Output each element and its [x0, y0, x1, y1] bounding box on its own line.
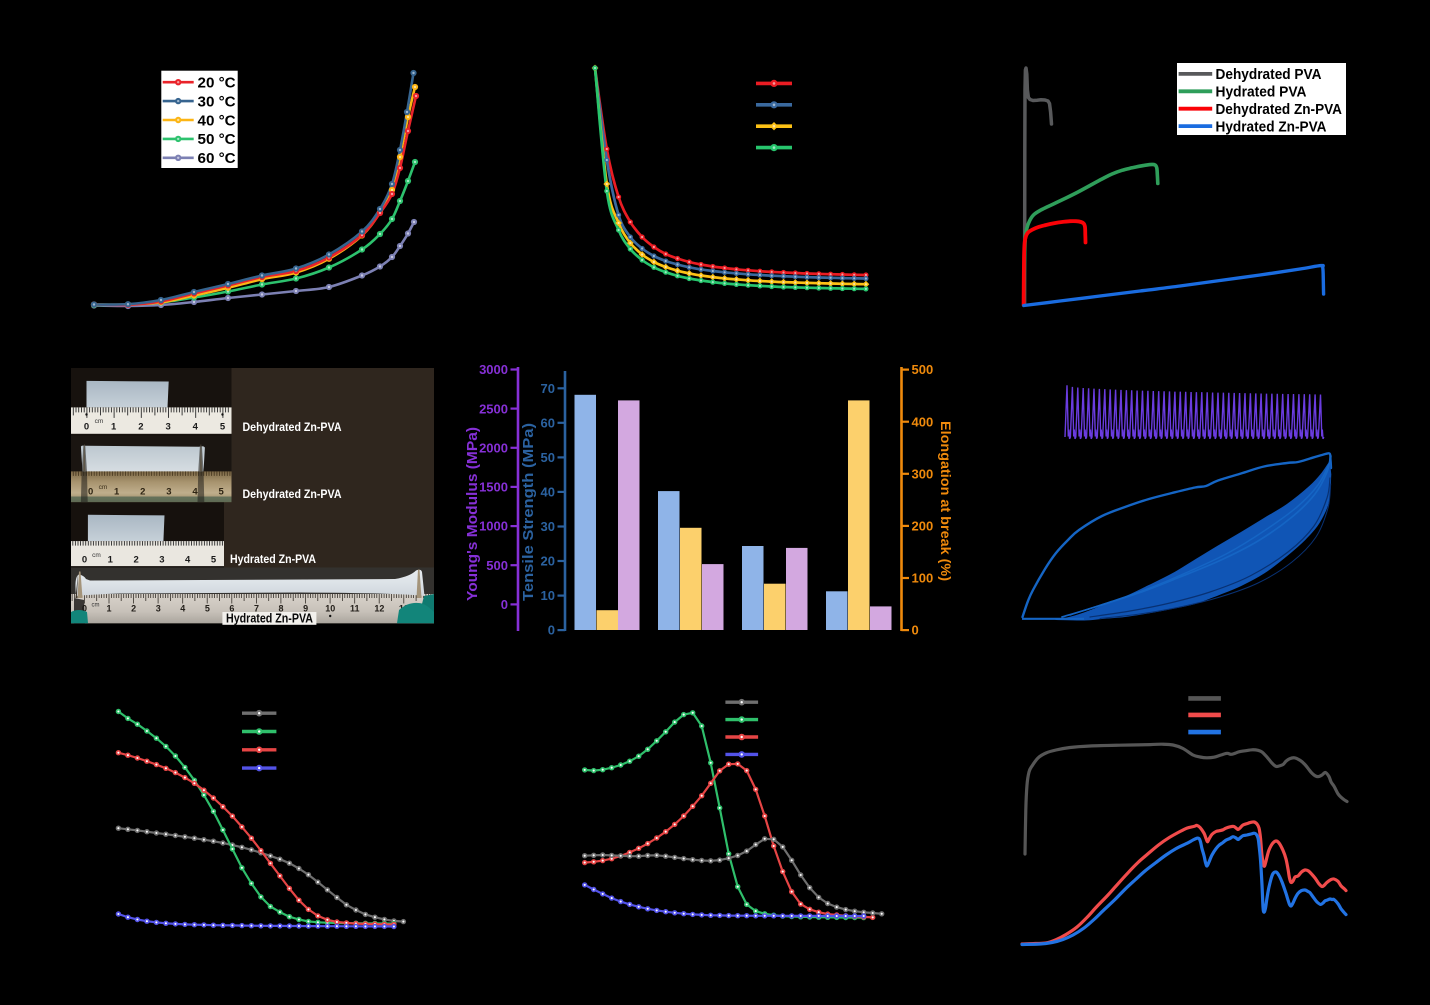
- svg-text:50 °C: 50 °C: [198, 131, 236, 148]
- svg-text:cm: cm: [99, 484, 108, 491]
- svg-text:4: 4: [185, 555, 191, 566]
- svg-text:10: 10: [541, 588, 555, 603]
- svg-text:5: 5: [205, 604, 210, 614]
- svg-text:2500: 2500: [479, 401, 508, 416]
- svg-text:7: 7: [254, 604, 259, 614]
- svg-text:2000: 2000: [479, 440, 508, 455]
- svg-text:1: 1: [111, 422, 117, 433]
- svg-text:1: 1: [114, 487, 120, 498]
- svg-text:10: 10: [325, 604, 335, 614]
- svg-text:Hydrated PVA: Hydrated PVA: [1216, 84, 1307, 101]
- svg-text:60 °C: 60 °C: [198, 150, 236, 167]
- svg-text:cm: cm: [95, 418, 104, 425]
- svg-text:Tensile Strength (MPa): Tensile Strength (MPa): [520, 423, 537, 601]
- svg-text:4: 4: [180, 604, 185, 614]
- svg-text:5: 5: [220, 422, 226, 433]
- svg-text:2: 2: [140, 487, 145, 498]
- svg-text:400: 400: [912, 414, 934, 429]
- svg-text:0: 0: [501, 597, 508, 612]
- svg-text:1000: 1000: [479, 519, 508, 534]
- svg-text:5: 5: [211, 555, 217, 566]
- svg-text:8: 8: [279, 604, 284, 614]
- svg-text:4: 4: [193, 422, 199, 433]
- svg-text:0: 0: [912, 623, 919, 638]
- svg-text:12: 12: [374, 604, 384, 614]
- svg-text:Dehydrated PVA: Dehydrated PVA: [1216, 66, 1322, 83]
- svg-text:Hydrated Zn-PVA: Hydrated Zn-PVA: [1216, 118, 1327, 135]
- svg-text:70: 70: [541, 381, 555, 396]
- svg-text:500: 500: [486, 558, 508, 573]
- svg-text:40 °C: 40 °C: [198, 112, 236, 129]
- svg-text:Hydrated Zn-PVA: Hydrated Zn-PVA: [230, 552, 316, 566]
- svg-text:20 °C: 20 °C: [198, 75, 236, 92]
- svg-text:0: 0: [88, 487, 93, 498]
- svg-text:0: 0: [82, 604, 87, 614]
- svg-text:30: 30: [541, 519, 555, 534]
- svg-text:3: 3: [165, 422, 170, 433]
- svg-text:9: 9: [303, 604, 308, 614]
- svg-text:30 °C: 30 °C: [198, 93, 236, 110]
- svg-text:0: 0: [548, 623, 555, 638]
- svg-text:60: 60: [541, 415, 555, 430]
- svg-text:2: 2: [131, 604, 136, 614]
- svg-text:50: 50: [541, 450, 555, 465]
- svg-text:2: 2: [133, 555, 138, 566]
- svg-text:4: 4: [192, 487, 198, 498]
- svg-text:6: 6: [229, 604, 234, 614]
- svg-text:11: 11: [350, 604, 360, 614]
- svg-text:500: 500: [912, 362, 934, 377]
- svg-text:Dehydrated Zn-PVA: Dehydrated Zn-PVA: [243, 487, 342, 501]
- svg-text:Elongation at break (%): Elongation at break (%): [938, 421, 953, 581]
- svg-text:20: 20: [541, 554, 555, 569]
- svg-text:Dehydrated Zn-PVA: Dehydrated Zn-PVA: [1216, 101, 1343, 118]
- svg-text:40: 40: [541, 485, 555, 500]
- svg-text:cm: cm: [92, 603, 100, 609]
- svg-text:3000: 3000: [479, 362, 508, 377]
- svg-text:1: 1: [108, 555, 114, 566]
- svg-text:Dehydrated Zn-PVA: Dehydrated Zn-PVA: [243, 420, 342, 434]
- svg-text:Hydrated Zn-PVA: Hydrated Zn-PVA: [226, 611, 314, 626]
- svg-text:200: 200: [912, 519, 934, 534]
- svg-text:100: 100: [912, 571, 934, 586]
- svg-text:300: 300: [912, 466, 934, 481]
- svg-text:1: 1: [107, 604, 112, 614]
- svg-text:2: 2: [138, 422, 143, 433]
- svg-text:cm: cm: [92, 552, 101, 559]
- svg-text:3: 3: [159, 555, 164, 566]
- svg-text:3: 3: [166, 487, 171, 498]
- svg-text:0: 0: [82, 555, 87, 566]
- svg-text:1500: 1500: [479, 480, 508, 495]
- svg-text:5: 5: [218, 487, 224, 498]
- svg-text:Young's Modulus (MPa): Young's Modulus (MPa): [464, 427, 481, 601]
- svg-text:0: 0: [84, 422, 89, 433]
- svg-text:3: 3: [156, 604, 161, 614]
